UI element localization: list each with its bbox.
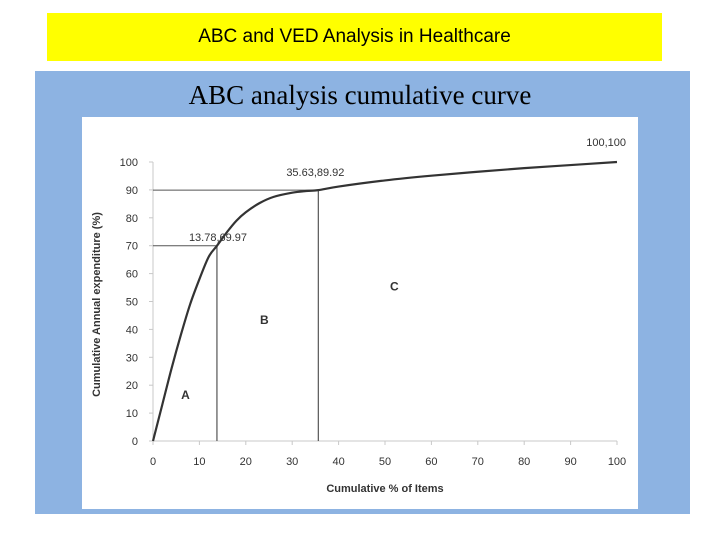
x-tick-label: 30 bbox=[286, 456, 298, 468]
x-tick-label: 80 bbox=[518, 456, 530, 468]
point-annotation: 100,100 bbox=[586, 137, 626, 149]
y-tick-label: 20 bbox=[126, 380, 138, 392]
y-axis-label: Cumulative Annual expenditure (%) bbox=[91, 212, 103, 397]
y-tick-label: 100 bbox=[120, 157, 138, 169]
x-tick-label: 40 bbox=[332, 456, 344, 468]
point-annotation: 35.63,89.92 bbox=[286, 167, 344, 179]
x-axis-label: Cumulative % of Items bbox=[326, 483, 443, 495]
y-tick-label: 30 bbox=[126, 352, 138, 364]
region-label-b: B bbox=[260, 313, 269, 327]
x-tick-label: 20 bbox=[240, 456, 252, 468]
cumulative-curve bbox=[151, 160, 618, 442]
chart-title: ABC analysis cumulative curve bbox=[188, 80, 532, 110]
y-tick-label: 0 bbox=[132, 436, 138, 448]
plot-area bbox=[82, 117, 638, 509]
y-tick-label: 70 bbox=[126, 241, 138, 253]
banner-title: ABC and VED Analysis in Healthcare bbox=[198, 26, 511, 47]
slide-banner: ABC and VED Analysis in Healthcare bbox=[47, 13, 662, 61]
x-tick-label: 100 bbox=[608, 456, 626, 468]
x-tick-label: 60 bbox=[425, 456, 437, 468]
y-tick-label: 50 bbox=[126, 297, 138, 309]
region-label-a: A bbox=[181, 388, 190, 402]
y-tick-label: 80 bbox=[126, 213, 138, 225]
x-tick-label: 50 bbox=[379, 456, 391, 468]
y-tick-label: 40 bbox=[126, 324, 138, 336]
x-tick-label: 0 bbox=[150, 456, 156, 468]
y-tick-label: 90 bbox=[126, 185, 138, 197]
y-tick-label: 10 bbox=[126, 408, 138, 420]
x-tick-label: 90 bbox=[564, 456, 576, 468]
point-annotation: 13.78,69.97 bbox=[189, 232, 247, 244]
region-label-c: C bbox=[390, 279, 399, 293]
y-tick-label: 60 bbox=[126, 269, 138, 281]
x-tick-label: 10 bbox=[193, 456, 205, 468]
x-tick-label: 70 bbox=[472, 456, 484, 468]
